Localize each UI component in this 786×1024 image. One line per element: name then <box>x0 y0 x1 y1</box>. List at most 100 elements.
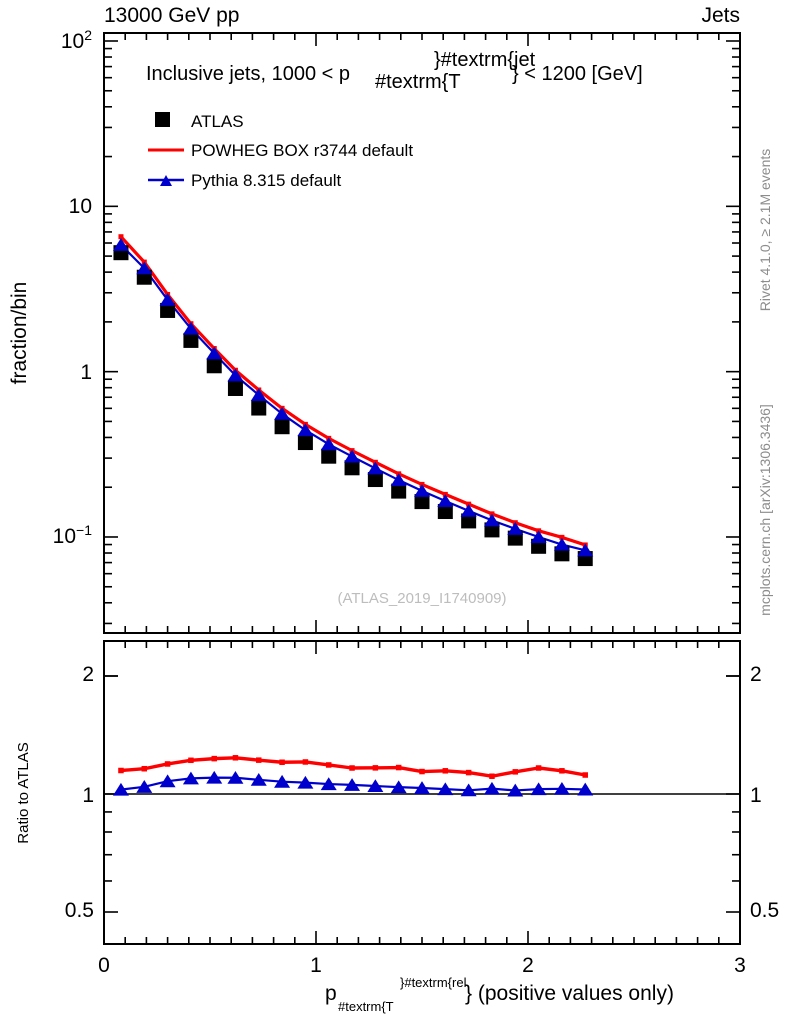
data-marker-square <box>256 757 262 763</box>
data-marker-triangle <box>553 782 570 795</box>
legend-marker-atlas <box>155 112 170 127</box>
legend-label-powheg: POWHEG BOX r3744 default <box>191 141 413 160</box>
data-marker-triangle <box>274 774 291 788</box>
data-marker-triangle <box>344 778 361 791</box>
data-marker-triangle <box>367 461 384 475</box>
legend: ATLAS POWHEG BOX r3744 default Pythia 8.… <box>148 112 413 190</box>
data-marker-triangle <box>390 473 407 487</box>
data-marker-square <box>344 460 360 476</box>
data-marker-square <box>118 767 124 774</box>
main-ytick-10: 10 <box>69 195 92 218</box>
data-marker-square <box>164 761 171 767</box>
ratio-ytick-1-right: 1 <box>750 784 762 807</box>
legend-marker-pythia <box>160 175 172 186</box>
ratio-ytick-05-left: 0.5 <box>65 899 94 922</box>
data-marker-triangle <box>414 781 430 794</box>
data-marker-triangle <box>136 780 153 793</box>
data-marker-square <box>279 759 285 766</box>
xlabel-part-sub: #textrm{T <box>338 999 394 1014</box>
data-marker-triangle <box>112 782 129 796</box>
main-panel-title: Inclusive jets, 1000 < p #textrm{T }#tex… <box>146 49 643 93</box>
data-marker-square <box>372 765 379 771</box>
data-marker-square <box>442 768 449 774</box>
ratio-ytick-2-right: 2 <box>750 663 762 686</box>
data-marker-square <box>251 400 267 416</box>
series-line <box>120 244 586 552</box>
data-marker-triangle <box>437 494 454 508</box>
data-marker-triangle <box>530 782 547 796</box>
data-marker-triangle <box>182 771 199 785</box>
xlabel-part-main: p <box>325 982 337 1005</box>
header-right-label: Jets <box>701 4 740 27</box>
series-line <box>119 235 586 547</box>
main-panel-ticks <box>103 33 741 633</box>
data-marker-square <box>437 504 453 520</box>
data-marker-square <box>232 755 239 761</box>
data-marker-square <box>582 772 588 778</box>
data-marker-triangle <box>507 783 524 797</box>
right-side-rivet-label: Rivet 4.1.0, ≥ 2.1M events <box>757 149 773 312</box>
data-marker-square <box>349 765 355 771</box>
data-marker-square <box>535 765 542 771</box>
ratio-panel-data <box>112 755 594 797</box>
main-y-tick-labels: 102 10 1 10−1 <box>53 27 93 548</box>
data-marker-triangle <box>320 437 337 451</box>
main-ytick-100: 102 <box>61 27 92 53</box>
x-tick-labels: 0 1 2 3 <box>98 954 746 977</box>
data-marker-triangle <box>390 780 407 794</box>
data-marker-square <box>227 380 243 396</box>
data-marker-triangle <box>483 781 500 795</box>
ratio-y-axis-label: Ratio to ATLAS <box>15 742 32 843</box>
data-marker-triangle <box>320 777 337 791</box>
ratio-ytick-1-left: 1 <box>82 784 94 807</box>
main-y-axis-label: fraction/bin <box>8 282 31 385</box>
data-marker-triangle <box>112 238 129 251</box>
data-marker-square <box>297 435 313 451</box>
data-marker-square <box>414 494 430 510</box>
ratio-panel-ticks <box>103 641 741 944</box>
data-marker-square <box>325 762 332 768</box>
data-marker-triangle <box>553 537 570 551</box>
title-part-tail: } < 1200 [GeV] <box>512 63 643 85</box>
data-marker-triangle <box>250 772 267 786</box>
xtick-label-1: 1 <box>310 954 322 977</box>
data-marker-square <box>160 302 176 318</box>
main-panel: fraction/bin 102 10 1 10−1 Inclusive jet… <box>8 27 741 634</box>
data-marker-square <box>391 483 407 499</box>
xlabel-part-sup: }#textrm{rel <box>400 975 467 990</box>
xtick-label-2: 2 <box>522 954 534 977</box>
ratio-panel: Ratio to ATLAS 2 1 0.5 2 1 0.5 <box>15 640 779 945</box>
x-axis: 0 1 2 3 p #textrm{T }#textrm{rel } (positiv… <box>98 954 746 1014</box>
data-marker-square <box>512 769 519 775</box>
main-ytick-0p1: 10−1 <box>53 522 93 548</box>
xtick-label-3: 3 <box>734 954 746 977</box>
legend-label-atlas: ATLAS <box>191 112 244 131</box>
data-marker-square <box>274 419 290 435</box>
data-marker-square <box>395 764 402 771</box>
watermark-label: (ATLAS_2019_I1740909) <box>337 590 506 607</box>
data-marker-triangle <box>250 388 267 402</box>
data-marker-square <box>559 768 565 774</box>
data-marker-square <box>118 234 124 240</box>
data-marker-triangle <box>460 504 477 517</box>
data-marker-triangle <box>530 530 547 543</box>
data-marker-triangle <box>159 774 176 788</box>
xlabel-part-tail: } (positive values only) <box>465 982 674 1005</box>
ratio-y-tick-labels: 2 1 0.5 2 1 0.5 <box>65 663 779 922</box>
data-marker-square <box>367 472 383 488</box>
data-marker-triangle <box>483 513 500 527</box>
x-axis-label: p #textrm{T }#textrm{rel } (positive val… <box>325 975 674 1014</box>
data-marker-square <box>302 759 309 765</box>
data-marker-triangle <box>577 782 594 796</box>
data-marker-triangle <box>507 522 524 535</box>
title-part-main: Inclusive jets, 1000 < p <box>146 63 350 85</box>
right-side-mcplots-label: mcplots.cern.ch [arXiv:1306.3436] <box>757 404 773 616</box>
data-marker-square <box>188 757 194 764</box>
data-marker-triangle <box>460 783 477 797</box>
data-marker-triangle <box>414 484 430 497</box>
data-marker-triangle <box>206 770 223 784</box>
data-marker-square <box>559 534 565 540</box>
data-marker-triangle <box>206 346 223 360</box>
